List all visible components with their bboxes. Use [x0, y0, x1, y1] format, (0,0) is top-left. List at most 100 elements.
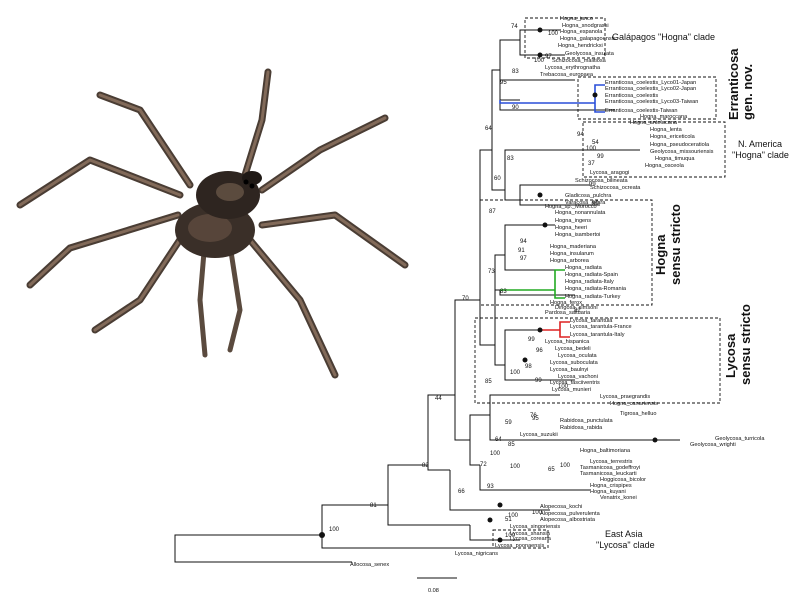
tip-label: Tigrosa_helluo [620, 411, 657, 417]
tip-label: Alopecosa_pulverulenta [540, 511, 601, 517]
tip-label: Gladicosa_pulchra [565, 193, 612, 199]
erranticosa-branches [499, 84, 605, 113]
support-value: 99 [528, 337, 535, 343]
support-node-markers [319, 27, 658, 543]
tip-label: Hogna_sp._Morocco [545, 204, 597, 210]
tip-label: Hogna_antelucana [630, 120, 678, 126]
tip-label: Lycosa_terrestris [590, 459, 633, 465]
support-value: 83 [507, 156, 514, 162]
tip-label: Hogna_ingens [555, 218, 591, 224]
tip-label: Hogna_baltimoriana [580, 448, 631, 454]
tip-label: Hoggicosa_bicolor [600, 477, 646, 483]
support-value: 94 [520, 239, 527, 245]
support-value: 100 [329, 527, 340, 533]
tip-label: Trebacosa_europaea [540, 72, 594, 78]
namerica-label-2: "Hogna" clade [732, 150, 789, 160]
erranticosa-label-2: gen. nov. [740, 64, 755, 120]
tip-label: Lycosa_poonaensis [495, 543, 544, 549]
tip-label: Hogna_arborea [550, 258, 590, 264]
support-value: 64 [485, 126, 492, 132]
tip-label: Hogna_crispipes [590, 483, 632, 489]
tip-label: Schizocosa_ocreata [590, 185, 641, 191]
support-value: 100 [490, 451, 501, 457]
support-value: 99 [589, 182, 596, 188]
support-value: 97 [520, 256, 527, 262]
tip-label: Geolycosa_insulata [565, 51, 615, 57]
erranticosa-label-1: Erranticosa [726, 48, 741, 120]
tip-label: Lycosa_suzukii [520, 432, 558, 438]
support-value: 60 [494, 176, 501, 182]
tip-label: Rabidosa_punctulata [560, 418, 613, 424]
tip-label: Hogna_snodgrassi [562, 23, 609, 29]
galapagos-clade-label: Galápagos "Hogna" clade [612, 32, 715, 42]
support-value: 51 [505, 517, 512, 523]
tip-label: Lycosa_fasciiventris [550, 380, 600, 386]
tip-label: Hogna_nonannulata [555, 210, 606, 216]
eastasia-label-1: East Asia [605, 529, 643, 539]
support-value: 100 [510, 370, 521, 376]
tip-labels: Hogna_juncoHogna_snodgrassiHogna_espanol… [350, 16, 765, 568]
tarantula-branches [540, 321, 570, 338]
tip-label: Lycosa_munieri [552, 387, 591, 393]
tip-label: Lycosa_tarantula-France [570, 324, 632, 330]
hogna-label-1: Hogna [653, 234, 668, 275]
tip-label: Hogna_hendrickxi [558, 43, 603, 49]
support-value: 73 [488, 269, 495, 275]
tip-label: Alopecosa_albostriata [540, 517, 596, 523]
tip-label: Hogna_lenta [650, 127, 683, 133]
tip-label: Tasmanicosa_leuckarti [580, 471, 637, 477]
tip-label: Venatrix_konei [600, 495, 637, 501]
support-value: 85 [508, 442, 515, 448]
phylogeny-branches [174, 29, 680, 563]
support-value: 87 [489, 209, 496, 215]
support-value: 99 [597, 154, 604, 160]
tip-label: Hogna_insularum [550, 251, 594, 257]
tip-label: Hogna_canariensis [610, 401, 658, 407]
support-value: 100 [560, 463, 571, 469]
tip-label: Hogna_ericeticola [650, 134, 696, 140]
tip-label: Rabidosa_rabida [560, 425, 603, 431]
support-value: 99 [592, 201, 599, 207]
tip-label: Lycosa_baulnyi [550, 367, 588, 373]
support-value: 44 [435, 396, 442, 402]
eastasia-clade-box [492, 529, 549, 549]
tip-label: Hogna_osceola [645, 163, 685, 169]
support-value: 59 [505, 420, 512, 426]
support-value: 66 [458, 489, 465, 495]
lycosa-label-1: Lycosa [723, 333, 738, 378]
tip-label: Lycosa_singoriensis [510, 524, 560, 530]
tip-label: Erranticosa_coelestis_Lyco02-Japan [605, 86, 696, 92]
support-value: 70 [462, 296, 469, 302]
tip-label: Lycosa_coreana [510, 536, 552, 542]
tip-label: Erranticosa_coelestis-Taiwan [605, 108, 677, 114]
support-value: 91 [518, 248, 525, 254]
support-value: 64 [495, 437, 502, 443]
tip-label: Hogna_pseudoceratiola [650, 142, 710, 148]
support-value: 90 [512, 105, 519, 111]
tip-label: Lycosa_tarantula-Italy [570, 332, 625, 338]
namerica-clade-box [582, 121, 726, 178]
tip-label: Erranticosa_coelestis_Lyco01-Japan [605, 80, 696, 86]
tip-label: Pardosa_saltuaria [545, 310, 591, 316]
support-value: 100 [532, 510, 543, 516]
tip-label: Schizocosa_malitiosa [552, 58, 607, 64]
support-value: 65 [548, 467, 555, 473]
tip-label: Hogna_radiata [565, 265, 603, 271]
tip-label: Lycosa_erythrognatha [545, 65, 601, 71]
tip-label: Dingosa_simsoni [555, 305, 598, 311]
tip-label: Hogna_radiata-Turkey [565, 294, 621, 300]
tip-label: Lycosa_tarantula [570, 318, 613, 324]
radiata-branches [500, 269, 565, 299]
tip-label: Geolycosa_turricola [715, 436, 765, 442]
support-value: 83 [512, 69, 519, 75]
tip-label: Lycosa_suboculata [550, 360, 599, 366]
support-value: 100 [548, 31, 559, 37]
hogna-label-2: sensu stricto [668, 204, 683, 285]
support-value: 93 [487, 484, 494, 490]
lycosa-clade-box [474, 317, 721, 404]
tip-label: Hogna_maderiana [550, 244, 597, 250]
tip-label: Hogna_galapagoensis [560, 36, 616, 42]
support-value: 54 [592, 140, 599, 146]
support-value: 96 [536, 348, 543, 354]
